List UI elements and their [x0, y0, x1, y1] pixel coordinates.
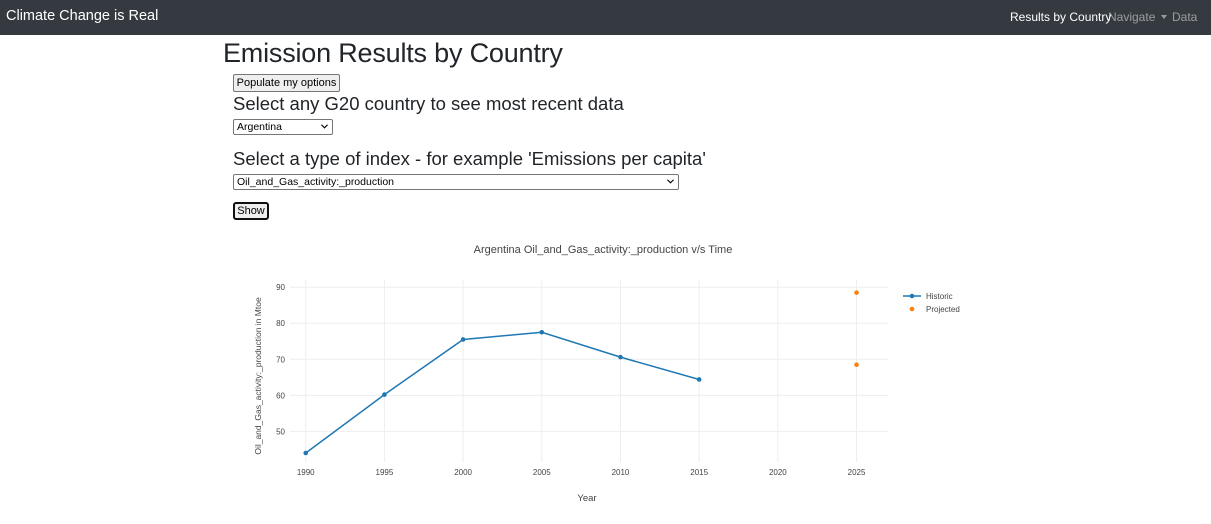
navbar-brand[interactable]: Climate Change is Real — [6, 8, 159, 24]
nav-link-navigate[interactable]: Navigate — [1108, 10, 1168, 24]
nav-link-navigate-label: Navigate — [1108, 10, 1156, 24]
y-tick-label: 60 — [276, 391, 285, 400]
nav-link-data[interactable]: Data — [1172, 10, 1198, 24]
x-tick-label: 2025 — [848, 468, 866, 477]
caret-down-icon — [1161, 15, 1168, 19]
x-tick-label: 1995 — [376, 468, 394, 477]
index-select-value: Oil_and_Gas_activity:_production — [237, 176, 395, 188]
legend-entry-historic[interactable]: Historic — [926, 292, 953, 301]
y-tick-label: 50 — [276, 427, 285, 436]
chart-plot-area — [303, 290, 859, 456]
country-select-label: Select any G20 country to see most recen… — [233, 93, 624, 114]
data-point-historic[interactable] — [618, 354, 623, 360]
country-select-value: Argentina — [237, 121, 282, 133]
data-point-projected[interactable] — [854, 362, 859, 367]
data-point-historic[interactable] — [696, 377, 702, 382]
series-line-historic — [305, 331, 700, 454]
chart-legend: Historic Projected — [903, 292, 960, 314]
show-button[interactable]: Show — [233, 202, 269, 220]
legend-marker-projected — [909, 306, 915, 312]
navbar: Climate Change is Real Results by Countr… — [0, 0, 1211, 35]
data-point-historic[interactable] — [539, 329, 545, 335]
legend-marker-historic — [909, 293, 915, 299]
x-tick-label: 2005 — [533, 468, 551, 477]
index-select-label: Select a type of index - for example 'Em… — [233, 148, 706, 169]
x-tick-label: 1990 — [297, 468, 315, 477]
data-point-projected[interactable] — [854, 290, 859, 295]
x-tick-label: 2000 — [454, 468, 472, 477]
x-tick-label: 2020 — [769, 468, 787, 477]
y-tick-label: 70 — [276, 355, 285, 364]
country-select[interactable]: Argentina — [233, 119, 333, 135]
data-point-historic[interactable] — [382, 392, 387, 397]
x-tick-label: 2010 — [612, 468, 630, 477]
nav-link-results-by-country[interactable]: Results by Country — [1010, 10, 1112, 24]
index-select[interactable]: Oil_and_Gas_activity:_production — [233, 174, 679, 190]
page-title: Emission Results by Country — [223, 38, 563, 68]
data-point-historic[interactable] — [460, 337, 466, 342]
chart-title: Argentina Oil_and_Gas_activity:_producti… — [474, 244, 733, 256]
x-tick-label: 2015 — [690, 468, 708, 477]
data-point-historic[interactable] — [303, 450, 309, 456]
chevron-down-icon — [321, 124, 328, 129]
y-axis-label: Oil_and_Gas_activity:_production in Mtoe — [253, 297, 263, 455]
legend-entry-projected[interactable]: Projected — [926, 305, 960, 314]
chart-grid — [290, 280, 888, 462]
y-tick-label: 80 — [276, 319, 285, 328]
chart-axes: 1990 1995 2000 2005 2010 2015 2020 2025 50 60 70 80… — [276, 283, 866, 477]
populate-options-button[interactable]: Populate my options — [233, 74, 340, 92]
x-axis-label: Year — [577, 493, 596, 504]
chevron-down-icon — [667, 179, 674, 184]
y-tick-label: 90 — [276, 283, 285, 292]
